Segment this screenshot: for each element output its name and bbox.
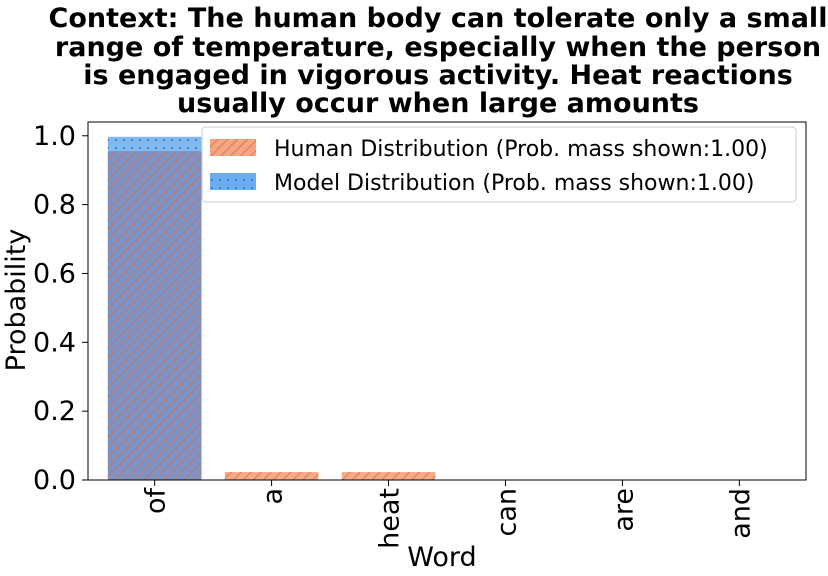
legend-swatch-human-hatch bbox=[210, 139, 256, 156]
y-tick-label-0.4: 0.4 bbox=[33, 327, 76, 358]
chart-title: Context: The human body can tolerate onl… bbox=[49, 3, 828, 119]
bars-layer bbox=[107, 136, 787, 480]
legend-label-model: Model Distribution (Prob. mass shown:1.0… bbox=[274, 171, 754, 196]
y-tick-label-1.0: 1.0 bbox=[33, 121, 76, 152]
x-axis-label: Word bbox=[407, 542, 476, 573]
title-line-1: Context: The human body can tolerate onl… bbox=[49, 3, 828, 34]
legend-label-human: Human Distribution (Prob. mass shown:1.0… bbox=[274, 137, 768, 162]
y-tick-label-0.8: 0.8 bbox=[33, 190, 76, 221]
plot-frame bbox=[87, 121, 807, 481]
title-line-3: is engaged in vigorous activity. Heat re… bbox=[83, 60, 793, 91]
y-tick-label-0.0: 0.0 bbox=[33, 465, 76, 496]
human-bar-hatch-a bbox=[224, 472, 319, 480]
legend: Human Distribution (Prob. mass shown:1.0… bbox=[201, 126, 797, 203]
axes-layer: 0.0 0.2 0.4 0.6 0.8 1.0 of a heat can are and bbox=[33, 121, 807, 549]
y-tick-label-0.6: 0.6 bbox=[33, 258, 76, 289]
x-tick-label-are: are bbox=[608, 488, 639, 532]
legend-swatch-model-dots bbox=[210, 173, 256, 190]
legend-frame bbox=[201, 126, 797, 203]
title-line-4: usually occur when large amounts bbox=[177, 88, 699, 119]
x-tick-label-heat: heat bbox=[375, 488, 406, 549]
title-line-2: range of temperature, especially when th… bbox=[55, 32, 821, 63]
y-tick-label-0.2: 0.2 bbox=[33, 396, 76, 427]
x-tick-label-and: and bbox=[725, 488, 756, 539]
x-tick-label-of: of bbox=[141, 487, 172, 515]
y-axis-label: Probability bbox=[1, 229, 32, 372]
x-tick-label-a: a bbox=[258, 488, 289, 505]
human-bar-hatch-of bbox=[107, 151, 202, 480]
human-bar-hatch-heat bbox=[341, 472, 436, 480]
x-tick-label-can: can bbox=[491, 488, 522, 537]
